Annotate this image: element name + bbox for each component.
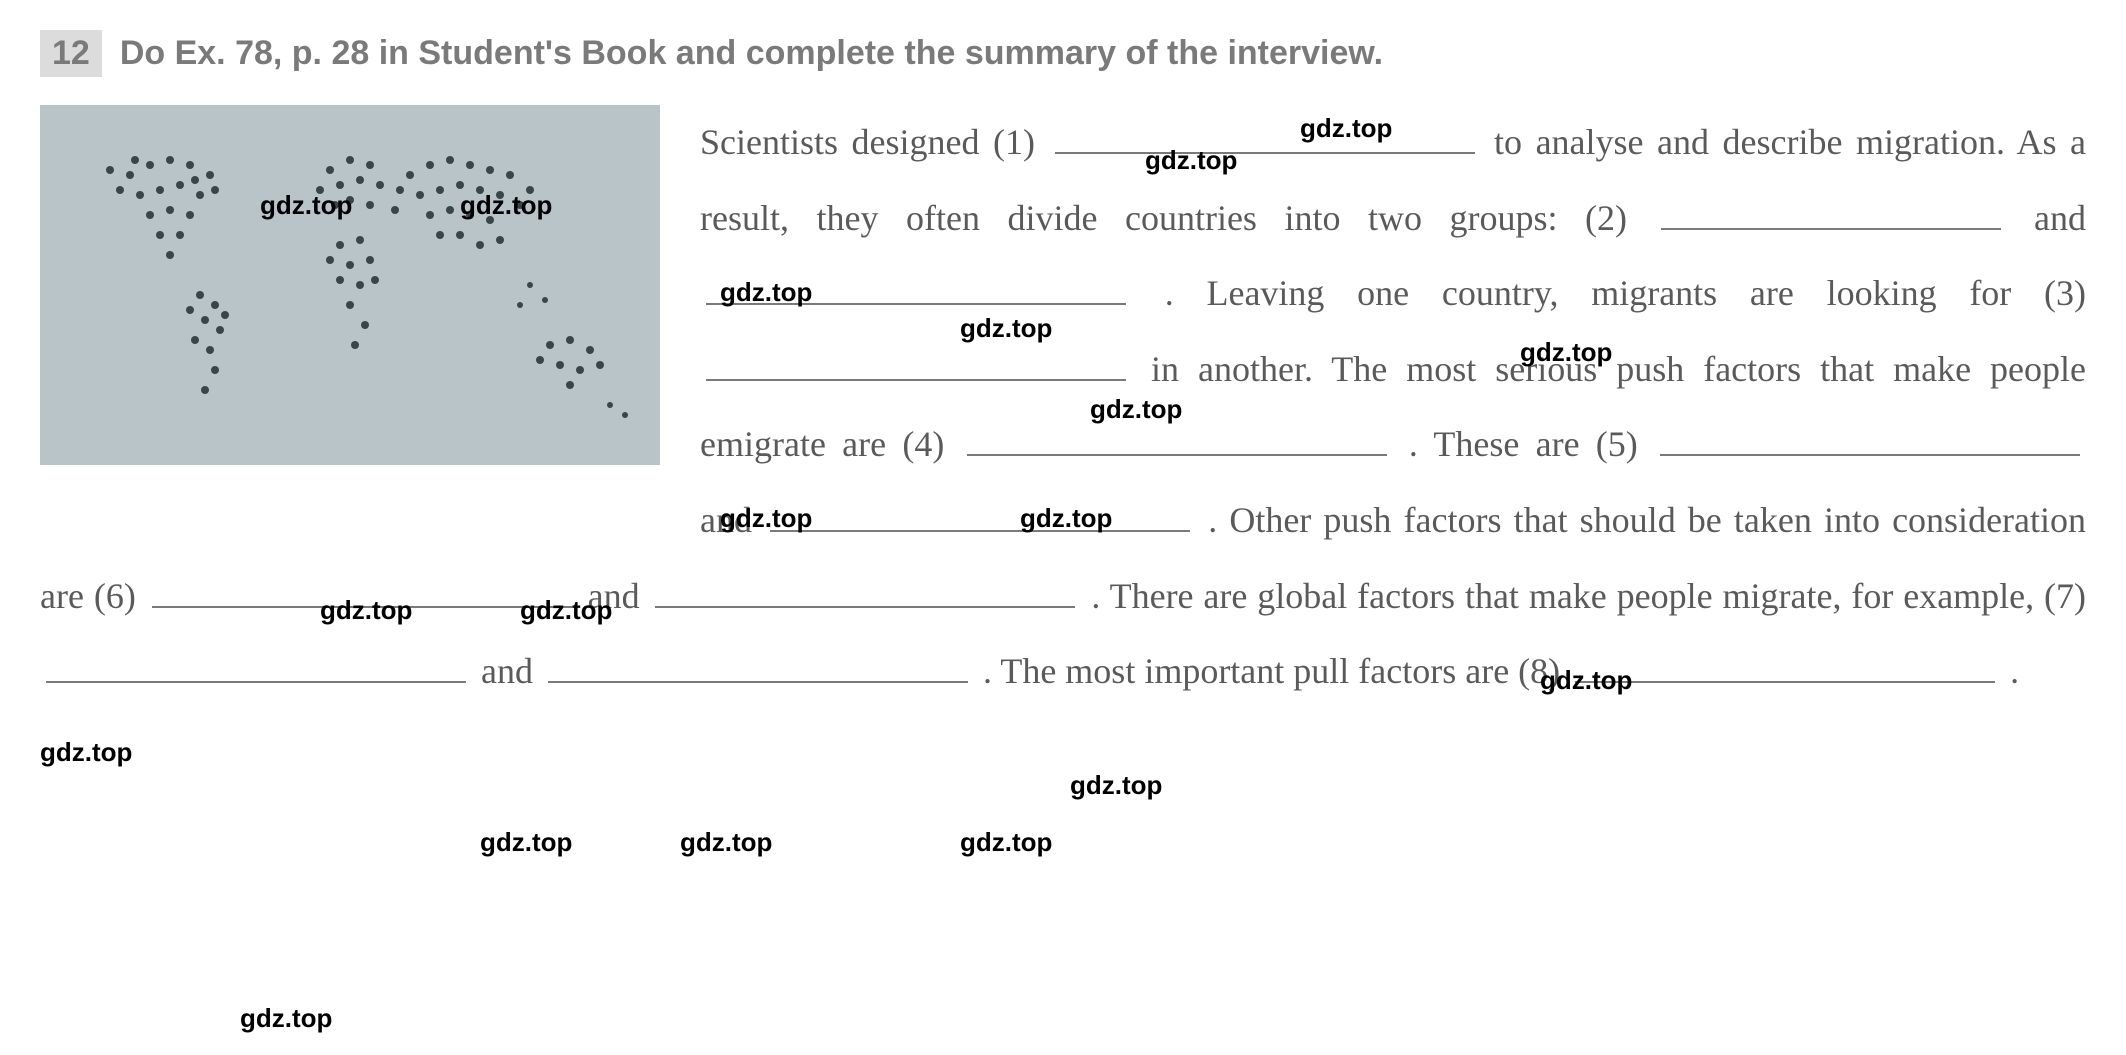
text-segment: . <box>1165 273 1174 313</box>
text-segment: . There are global factors that make peo… <box>1091 576 2086 616</box>
blank-4[interactable] <box>967 417 1387 457</box>
exercise-header: 12 Do Ex. 78, p. 28 in Student's Book an… <box>40 30 2086 77</box>
watermark: gdz.top <box>240 1003 332 1034</box>
blank-8[interactable] <box>1575 644 1995 684</box>
text-segment: Scientists designed (1) <box>700 122 1049 162</box>
content-area: Scientists designed (1) to analyse and d… <box>40 105 2086 710</box>
blank-3[interactable] <box>706 341 1126 381</box>
watermark: gdz.top <box>680 827 772 858</box>
text-segment: and <box>700 500 764 540</box>
world-map-people-illustration <box>40 105 660 465</box>
text-segment: . The most important pull factors are (8… <box>983 651 1569 691</box>
text-segment: and <box>2034 198 2086 238</box>
text-segment: . <box>2010 651 2019 691</box>
blank-6a[interactable] <box>152 568 572 608</box>
exercise-number: 12 <box>40 30 102 77</box>
watermark: gdz.top <box>40 737 132 768</box>
exercise-instruction: Do Ex. 78, p. 28 in Student's Book and c… <box>120 34 1383 73</box>
blank-7a[interactable] <box>46 644 466 684</box>
text-segment: and <box>588 576 650 616</box>
blank-7b[interactable] <box>548 644 968 684</box>
text-segment: . These are (5) <box>1409 424 1654 464</box>
blank-6b[interactable] <box>655 568 1075 608</box>
blank-5b[interactable] <box>770 492 1190 532</box>
text-segment: Leaving one country, migrants are lookin… <box>1206 273 2086 313</box>
blank-5a[interactable] <box>1660 417 2080 457</box>
watermark: gdz.top <box>960 827 1052 858</box>
blank-2a[interactable] <box>1661 190 2001 230</box>
text-segment: and <box>481 651 542 691</box>
watermark: gdz.top <box>480 827 572 858</box>
map-svg <box>40 105 660 465</box>
watermark: gdz.top <box>1070 770 1162 801</box>
blank-1[interactable] <box>1055 114 1475 154</box>
blank-2b[interactable] <box>706 266 1126 306</box>
